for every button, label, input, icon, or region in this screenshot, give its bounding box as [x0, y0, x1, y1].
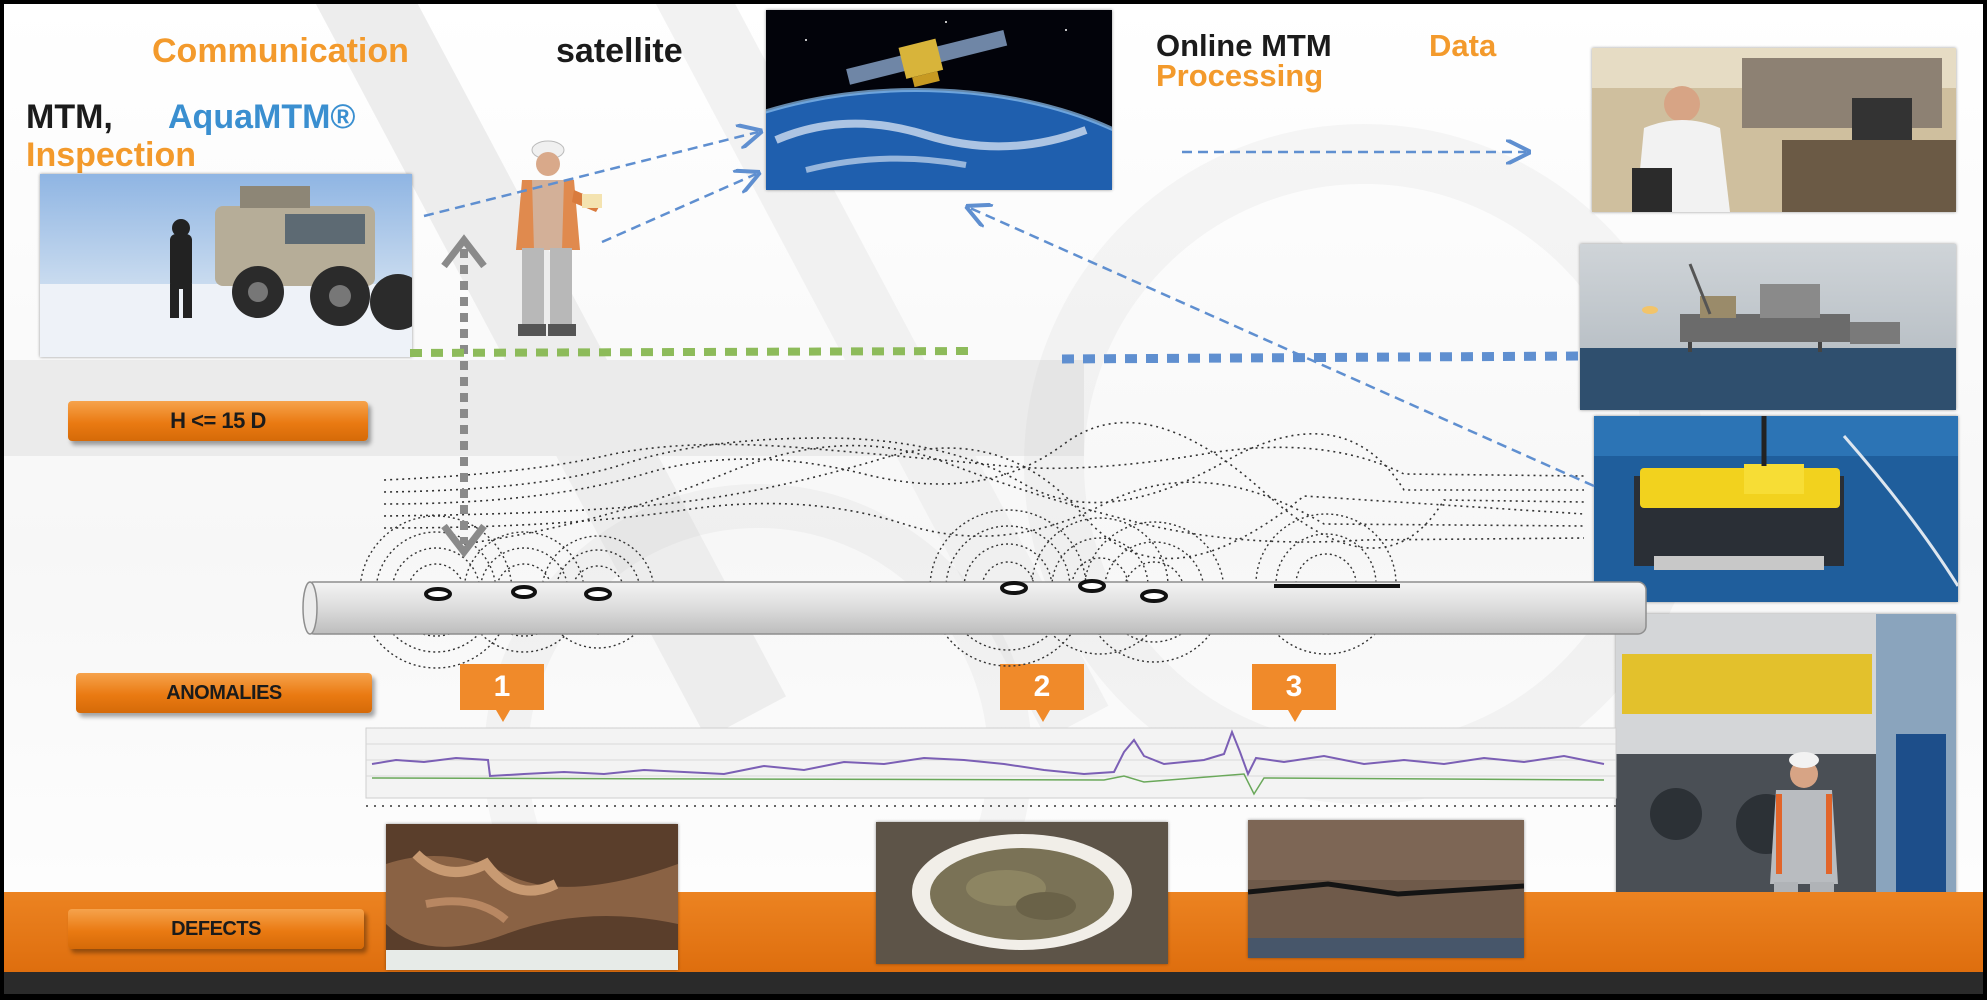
anomalies-button[interactable]: ANOMALIES [76, 673, 372, 713]
defects-button[interactable]: DEFECTS [68, 909, 364, 949]
sea-survey-line [1061, 351, 1581, 364]
title-mtm: MTM, [26, 98, 113, 136]
rov-underwater-photo [1594, 416, 1958, 602]
crack-defect-photo [1248, 820, 1524, 958]
slide: Communication satellite Online MTM Data … [4, 4, 1983, 994]
satellite-earth-photo [766, 10, 1112, 190]
corrosion-defect-photo [386, 824, 678, 970]
magnetic-field-lines [383, 421, 1585, 560]
coating-defect-photo [876, 822, 1168, 964]
title-processing: Processing [1156, 58, 1324, 93]
pipe-anomaly-spots [424, 579, 1400, 603]
snow-vehicle-photo [40, 174, 412, 357]
title-inspection: Inspection [26, 136, 197, 174]
height-ratio-button[interactable]: H <= 15 D [68, 401, 368, 441]
title-aquamtm: AquaMTM® [168, 98, 356, 136]
land-survey-line [409, 347, 973, 357]
title-data: Data [1429, 28, 1497, 63]
inspection-signal-chart [365, 727, 1617, 807]
lab-engineer-photo [1592, 48, 1956, 212]
communication-arrows [423, 132, 1595, 488]
height-arrow [441, 234, 487, 558]
title-online-mtm: Online MTM [1156, 28, 1332, 63]
title-communication: Communication [152, 32, 409, 70]
anomaly-marker-2: 2 [1000, 664, 1084, 722]
title-satellite: satellite [556, 32, 683, 70]
anomaly-marker-3: 3 [1252, 664, 1336, 722]
diagram-overlay [302, 4, 1647, 807]
pipeline [302, 581, 1647, 635]
offshore-platform-photo [1580, 244, 1956, 410]
anomaly-marker-1: 1 [460, 664, 544, 722]
footer-band [4, 972, 1983, 994]
field-operator-figure [492, 140, 604, 340]
